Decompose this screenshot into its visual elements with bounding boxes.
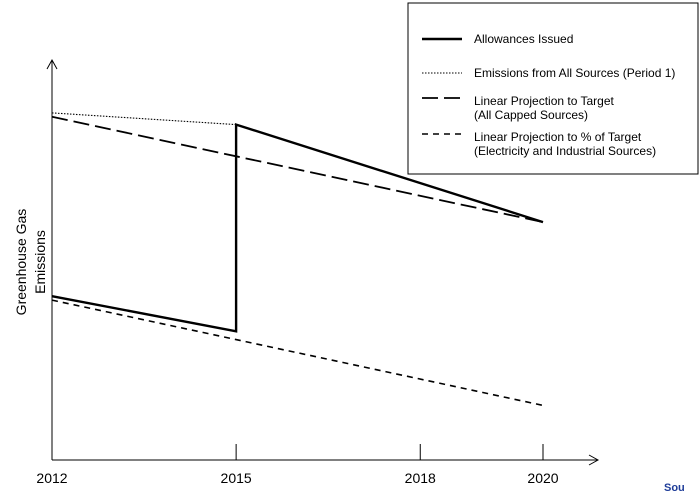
legend-label-4-2: (Electricity and Industrial Sources) [474,144,656,158]
x-axis-arrow-icon [588,454,600,466]
legend-label-1-1: Allowances Issued [474,32,573,46]
series-line-2 [51,112,237,126]
legend-label-3-2: (All Capped Sources) [474,108,588,122]
legend-label-2-1: Emissions from All Sources (Period 1) [474,66,675,80]
x-tick-label-2018: 2018 [405,470,436,486]
x-tick-label-2012: 2012 [36,470,67,486]
series-line-3 [51,115,544,223]
source-label: Sou [664,482,685,492]
axes: 2012 2015 2018 2020 [36,58,600,486]
legend-box [407,2,699,175]
x-tick-label-2015: 2015 [221,470,252,486]
series-layer [51,112,544,407]
x-tick-label-2020: 2020 [527,470,558,486]
y-axis-title-line2: Emissions [32,230,48,294]
y-axis-arrow-icon [46,58,58,70]
series-line-4 [51,299,544,407]
series-line-1 [51,122,544,333]
legend: Allowances Issued Emissions from All Sour… [407,2,699,175]
legend-label-4-1: Linear Projection to % of Target [474,130,642,144]
legend-label-3-1: Linear Projection to Target [474,94,615,108]
y-axis-title-line1: Greenhouse Gas [13,209,29,316]
